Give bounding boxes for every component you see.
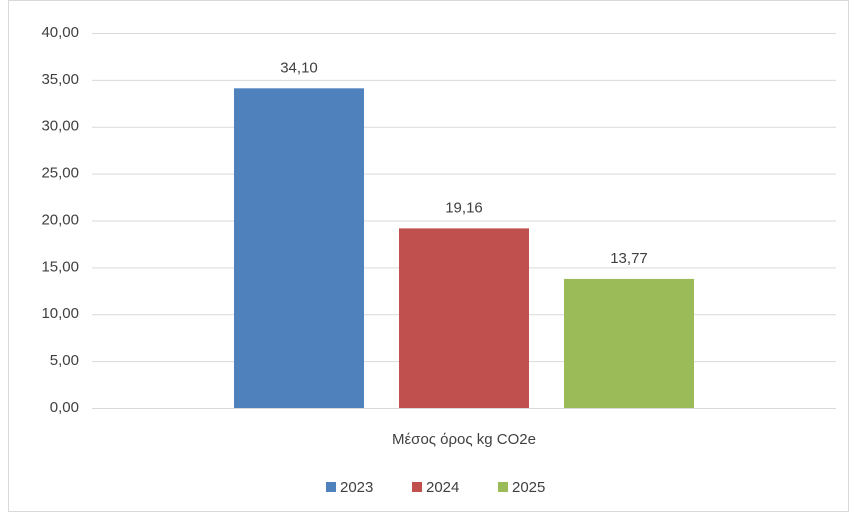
- data-label: 19,16: [445, 199, 483, 216]
- bar: [234, 88, 364, 408]
- legend-swatch: [412, 482, 422, 492]
- x-tick-label: Μέσος όρος kg CO2e: [392, 431, 536, 448]
- y-tick-label: 30,00: [41, 118, 79, 135]
- bar: [564, 278, 694, 408]
- y-tick-label: 0,00: [50, 399, 79, 416]
- legend-label: 2023: [340, 479, 373, 496]
- y-tick-label: 20,00: [41, 211, 79, 228]
- legend-swatch: [326, 482, 336, 492]
- y-tick-label: 5,00: [50, 352, 79, 369]
- data-label: 34,10: [280, 59, 318, 76]
- y-tick-label: 25,00: [41, 165, 79, 182]
- y-tick-label: 35,00: [41, 71, 79, 88]
- y-tick-label: 10,00: [41, 305, 79, 322]
- y-tick-label: 15,00: [41, 258, 79, 275]
- legend-label: 2024: [426, 479, 459, 496]
- y-tick-label: 40,00: [41, 24, 79, 41]
- bar: [399, 228, 529, 408]
- legend-swatch: [498, 482, 508, 492]
- legend-label: 2025: [512, 479, 545, 496]
- data-label: 13,77: [610, 250, 648, 267]
